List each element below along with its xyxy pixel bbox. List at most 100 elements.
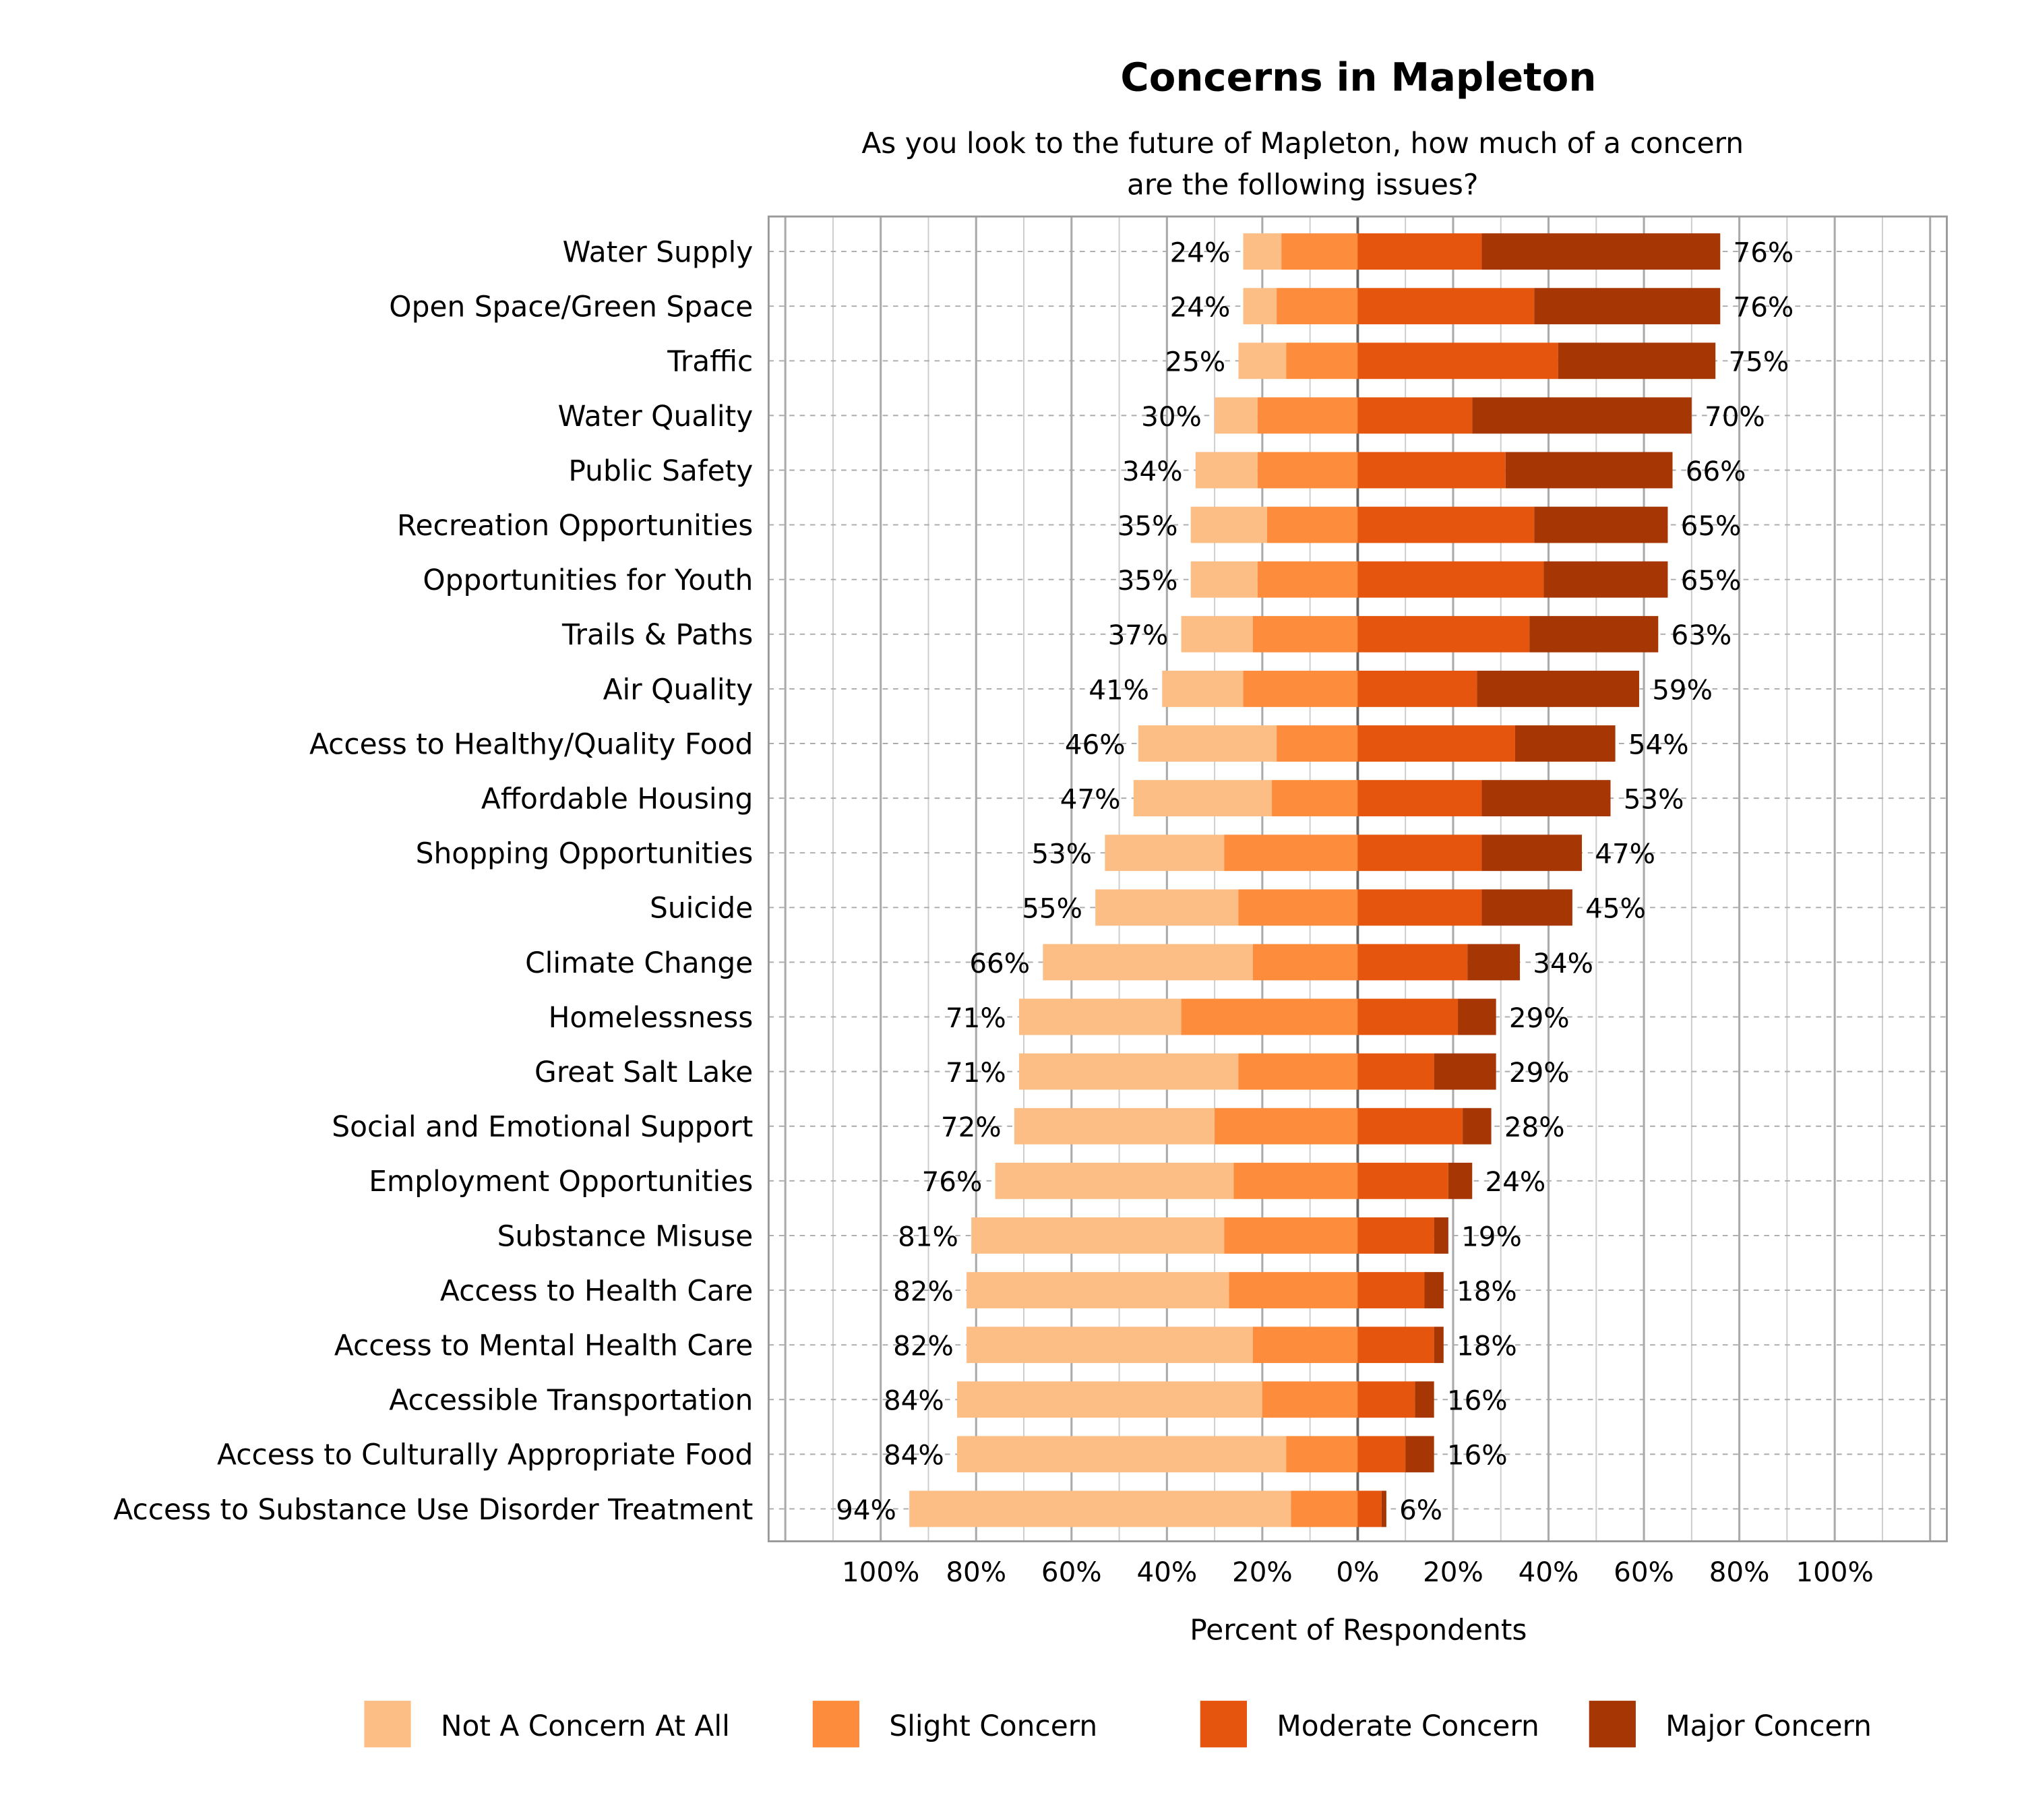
right-total-label: 59%	[1652, 674, 1713, 706]
bar-segment-slight-concern	[1277, 288, 1358, 325]
bars	[909, 233, 1721, 1527]
bar-segment-not-a-concern-at-all	[1018, 1053, 1239, 1090]
bar-segment-moderate-concern	[1357, 835, 1482, 872]
left-total-label: 72%	[941, 1112, 1002, 1143]
legend: Not A Concern At All Slight Concern Modera…	[364, 1701, 1872, 1748]
bar-segment-moderate-concern	[1357, 1490, 1382, 1527]
bar-segment-moderate-concern	[1357, 1272, 1425, 1308]
right-total-label: 28%	[1504, 1112, 1565, 1143]
left-total-label: 47%	[1060, 783, 1121, 815]
bar-segment-slight-concern	[1262, 1381, 1358, 1418]
bar-segment-not-a-concern-at-all	[1162, 670, 1244, 707]
category-label: Climate Change	[525, 946, 753, 979]
bar-segment-major-concern	[1481, 835, 1583, 872]
x-tick-label: 20%	[1232, 1556, 1293, 1588]
left-total-label: 24%	[1170, 292, 1231, 324]
category-label: Access to Mental Health Care	[334, 1329, 753, 1362]
bar-segment-slight-concern	[1252, 1327, 1358, 1364]
bar-segment-not-a-concern-at-all	[1190, 506, 1267, 543]
bar-segment-major-concern	[1415, 1381, 1434, 1418]
bar-segment-not-a-concern-at-all	[1043, 944, 1253, 981]
bar-segment-not-a-concern-at-all	[1243, 288, 1277, 325]
left-total-label: 25%	[1165, 346, 1226, 378]
x-tick-label: 40%	[1519, 1556, 1579, 1588]
bar-segment-moderate-concern	[1357, 944, 1468, 981]
right-total-label: 63%	[1672, 619, 1732, 651]
category-label: Social and Emotional Support	[332, 1110, 753, 1143]
category-label: Water Quality	[558, 400, 754, 433]
right-total-label: 76%	[1734, 292, 1794, 324]
category-label: Water Supply	[563, 235, 754, 268]
category-label: Accessible Transportation	[389, 1384, 753, 1417]
bar-segment-slight-concern	[1266, 506, 1358, 543]
bar-segment-major-concern	[1534, 288, 1721, 325]
right-total-label: 16%	[1447, 1440, 1508, 1472]
bar-segment-slight-concern	[1286, 1436, 1358, 1473]
bar-segment-slight-concern	[1224, 1217, 1358, 1254]
bar-segment-not-a-concern-at-all	[1190, 561, 1258, 598]
bar-segment-major-concern	[1529, 615, 1659, 653]
bar-segment-major-concern	[1543, 561, 1668, 598]
left-total-label: 24%	[1170, 237, 1231, 268]
bar-segment-slight-concern	[1181, 998, 1358, 1035]
bar-segment-moderate-concern	[1357, 452, 1506, 489]
bar-segment-slight-concern	[1272, 780, 1358, 817]
bar-segment-major-concern	[1472, 397, 1692, 434]
bar-segment-moderate-concern	[1357, 1217, 1434, 1254]
right-total-label: 53%	[1624, 783, 1684, 815]
bar-segment-major-concern	[1448, 1162, 1473, 1199]
bar-segment-moderate-concern	[1357, 998, 1459, 1035]
category-label: Homelessness	[549, 1001, 754, 1034]
legend-label: Major Concern	[1665, 1709, 1872, 1742]
category-label: Access to Health Care	[440, 1274, 753, 1307]
bar-segment-moderate-concern	[1357, 397, 1473, 434]
left-total-label: 37%	[1108, 619, 1169, 651]
right-total-label: 29%	[1509, 1057, 1570, 1089]
left-total-label: 30%	[1141, 401, 1202, 433]
left-total-label: 34%	[1122, 456, 1183, 487]
bar-segment-moderate-concern	[1357, 1162, 1448, 1199]
category-label: Great Salt Lake	[534, 1056, 753, 1089]
x-tick-label: 80%	[1709, 1556, 1770, 1588]
left-total-label: 84%	[884, 1385, 944, 1417]
bar-segment-not-a-concern-at-all	[967, 1272, 1229, 1308]
bar-segment-slight-concern	[1238, 889, 1358, 926]
bar-segment-moderate-concern	[1357, 233, 1482, 270]
category-label: Shopping Opportunities	[416, 837, 754, 870]
bar-segment-major-concern	[1481, 233, 1721, 270]
bar-segment-moderate-concern	[1357, 1327, 1434, 1364]
chart-subtitle-line-1: As you look to the future of Mapleton, h…	[861, 127, 1744, 160]
bar-segment-slight-concern	[1229, 1272, 1358, 1308]
right-total-label: 66%	[1686, 456, 1746, 487]
bar-segment-moderate-concern	[1357, 342, 1558, 380]
bar-segment-moderate-concern	[1357, 889, 1482, 926]
right-total-label: 29%	[1509, 1002, 1570, 1034]
bar-segment-moderate-concern	[1357, 1381, 1415, 1418]
bar-segment-moderate-concern	[1357, 561, 1544, 598]
bar-segment-major-concern	[1458, 998, 1496, 1035]
bar-segment-major-concern	[1534, 506, 1668, 543]
left-total-label: 71%	[946, 1002, 1006, 1034]
bar-segment-major-concern	[1481, 780, 1611, 817]
left-total-label: 81%	[898, 1221, 958, 1252]
right-total-label: 6%	[1399, 1494, 1442, 1526]
bar-segment-not-a-concern-at-all	[1018, 998, 1182, 1035]
bar-segment-major-concern	[1481, 889, 1572, 926]
bar-segment-slight-concern	[1257, 397, 1358, 434]
plot-frame	[767, 215, 1948, 1542]
bar-segment-not-a-concern-at-all	[995, 1162, 1234, 1199]
right-total-label: 45%	[1585, 893, 1646, 925]
bar-segment-not-a-concern-at-all	[967, 1327, 1253, 1364]
category-label: Suicide	[650, 892, 753, 925]
category-label: Affordable Housing	[481, 782, 753, 815]
category-label: Access to Substance Use Disorder Treatme…	[113, 1493, 753, 1526]
legend-label: Not A Concern At All	[441, 1709, 730, 1742]
bar-segment-major-concern	[1505, 452, 1673, 489]
labels: Water Supply 24% 76% Open Space/Green Space…	[113, 235, 1794, 1525]
left-total-label: 84%	[884, 1440, 944, 1472]
bar-segment-not-a-concern-at-all	[956, 1436, 1287, 1473]
legend-swatch	[812, 1701, 859, 1748]
legend-swatch	[1589, 1701, 1636, 1748]
category-label: Traffic	[667, 345, 753, 378]
left-total-label: 82%	[893, 1331, 954, 1362]
